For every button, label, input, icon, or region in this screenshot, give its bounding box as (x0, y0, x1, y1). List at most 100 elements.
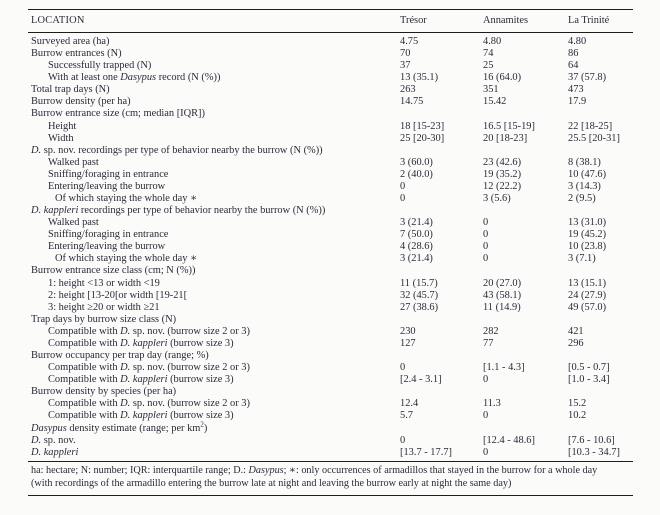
cell-value: 49 (57.0) (568, 301, 607, 313)
cell-value: 19 (35.2) (483, 168, 522, 180)
cell-value: 20 [18-23] (483, 132, 528, 144)
cell-value: 27 (38.6) (400, 301, 439, 313)
row-label: 2: height [13-20[or width [19-21[ (48, 289, 188, 301)
table-row: D. kappleri recordings per type of behav… (28, 205, 633, 217)
cell-value: 37 (400, 60, 411, 72)
cell-value: 11 (14.9) (483, 301, 521, 313)
table-row: Compatible with D. sp. nov. (burrow size… (28, 362, 633, 374)
cell-value: 296 (568, 337, 584, 349)
cell-value: [12.4 - 48.6] (483, 434, 535, 446)
cell-value: 0 (400, 193, 406, 205)
cell-value: 3 (14.3) (568, 180, 601, 192)
table-row: 1: height <13 or width <19 11 (15.7) 20 (2… (28, 278, 633, 290)
table-body: Surveyed area (ha) 4.75 4.80 4.80 Burrow ent… (28, 33, 633, 459)
cell-value: 15.42 (483, 96, 507, 108)
cell-value: 10.2 (568, 410, 587, 422)
row-label: D. kappleri recordings per type of behav… (31, 205, 326, 217)
row-label: Trap days by burrow size class (N) (31, 313, 177, 325)
row-label: Height (48, 120, 77, 132)
cell-value: 86 (568, 48, 579, 60)
cell-value (568, 108, 633, 120)
cell-value: 2 (40.0) (400, 168, 433, 180)
table-row: Compatible with D. kappleri (burrow size… (28, 338, 633, 350)
cell-value (400, 145, 483, 157)
table-row: Trap days by burrow size class (N) (28, 314, 633, 326)
cell-value: 4.75 (400, 36, 419, 47)
table-row: Of which staying the whole day ∗ 3 (21.4)… (28, 253, 633, 265)
table-row: Compatible with D. kappleri (burrow size… (28, 410, 633, 422)
table-row: Width 25 [20-30] 20 [18-23] 25.5 [20-31] (28, 133, 633, 145)
column-header-annamites: Annamites (483, 9, 568, 33)
cell-value (400, 265, 483, 277)
table-row: Dasypus density estimate (range; per km2… (28, 421, 633, 435)
cell-value: 20 (27.0) (483, 277, 522, 289)
column-header-la-trinite: La Trinité (568, 9, 633, 33)
cell-value: 14.75 (400, 96, 424, 108)
cell-value: 70 (400, 48, 411, 60)
cell-value: 12 (22.2) (483, 180, 522, 192)
cell-value: 0 (483, 241, 489, 253)
cell-value: [10.3 - 34.7] (568, 446, 620, 458)
cell-value: [1.1 - 4.3] (483, 362, 525, 374)
row-label: Walked past (48, 217, 99, 229)
cell-value: 25 (483, 60, 494, 72)
cell-value: 4.80 (568, 36, 587, 47)
cell-value: 230 (400, 325, 416, 337)
row-label: Width (48, 132, 74, 144)
row-label: 3: height ≥20 or width ≥21 (48, 301, 160, 313)
table-row: D. sp. nov. 0 [12.4 - 48.6] [7.6 - 10.6] (28, 435, 633, 447)
cell-value: 18 [15-23] (400, 120, 445, 132)
cell-value (568, 423, 633, 435)
cell-value: 32 (45.7) (400, 289, 439, 301)
cell-value: 74 (483, 48, 494, 60)
table-row: Surveyed area (ha) 4.75 4.80 4.80 (28, 33, 633, 49)
table-row: Burrow entrances (N) 70 74 86 (28, 48, 633, 60)
table-row: 2: height [13-20[or width [19-21[ 32 (45.… (28, 290, 633, 302)
table-row: Compatible with D. sp. nov. (burrow size… (28, 326, 633, 338)
cell-value (483, 386, 568, 398)
cell-value: 16.5 [15-19] (483, 120, 535, 132)
cell-value: 13 (35.1) (400, 72, 439, 84)
row-label: D. sp. nov. (31, 434, 76, 446)
cell-value (400, 350, 483, 362)
cell-value: [1.0 - 3.4] (568, 374, 610, 386)
row-label: Compatible with D. kappleri (burrow size… (48, 410, 234, 422)
row-label: Compatible with D. sp. nov. (burrow size… (48, 362, 250, 374)
table-row: 3: height ≥20 or width ≥21 27 (38.6) 11 (1… (28, 302, 633, 314)
cell-value (483, 423, 568, 435)
cell-value: 10 (47.6) (568, 168, 607, 180)
table-header-row: LOCATION Trésor Annamites La Trinité (28, 9, 633, 33)
table-row: Successfully trapped (N) 37 25 64 (28, 60, 633, 72)
cell-value: [0.5 - 0.7] (568, 362, 610, 374)
cell-value: [13.7 - 17.7] (400, 446, 452, 458)
cell-value: [2.4 - 3.1] (400, 374, 442, 386)
cell-value: 0 (483, 446, 489, 458)
row-label: Burrow density (per ha) (31, 96, 131, 108)
cell-value (483, 108, 568, 120)
table-row: Height 18 [15-23] 16.5 [15-19] 22 [18-25] (28, 121, 633, 133)
cell-value (400, 314, 483, 326)
table-row: Compatible with D. sp. nov. (burrow size… (28, 398, 633, 410)
cell-value: 17.9 (568, 96, 587, 108)
cell-value: 4 (28.6) (400, 241, 433, 253)
table-row: Sniffing/foraging in entrance 2 (40.0) 19 … (28, 169, 633, 181)
cell-value (483, 145, 568, 157)
cell-value (400, 108, 483, 120)
cell-value: 11.3 (483, 398, 501, 410)
row-label: Compatible with D. sp. nov. (burrow size… (48, 398, 250, 410)
cell-value (483, 265, 568, 277)
table-row: Compatible with D. kappleri (burrow size… (28, 374, 633, 386)
row-label: Burrow occupancy per trap day (range; %) (31, 350, 209, 362)
cell-value: 421 (568, 325, 584, 337)
row-label: With at least one Dasypus record (N (%)) (48, 72, 221, 84)
cell-value (568, 145, 633, 157)
cell-value: 2 (9.5) (568, 193, 596, 205)
cell-value: 15.2 (568, 398, 587, 410)
cell-value: 43 (58.1) (483, 289, 522, 301)
table-footnote: ha: hectare; N: number; IQR: interquarti… (28, 460, 633, 497)
row-label: Sniffing/foraging in entrance (48, 168, 169, 180)
cell-value: 0 (483, 374, 489, 386)
cell-value: 5.7 (400, 410, 413, 422)
row-label: Burrow density by species (per ha) (31, 386, 177, 398)
table-row: Walked past 3 (60.0) 23 (42.6) 8 (38.1) (28, 157, 633, 169)
